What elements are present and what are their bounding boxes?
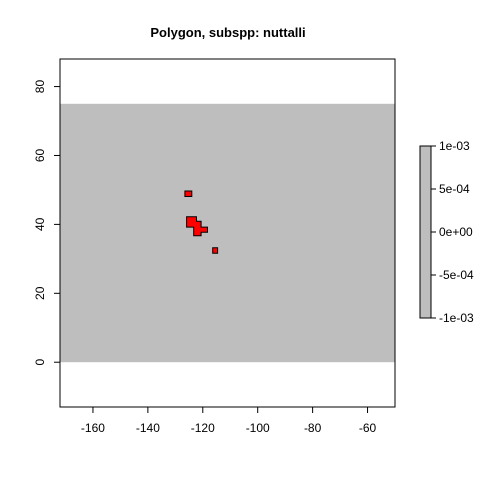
axes-layer: -160 -140 -120 -100 -80 -60 0 20 40 60 80 (33, 58, 396, 435)
legend-colorbar (419, 145, 432, 319)
plot-frame (59, 58, 396, 408)
y-tick-label: 80 (33, 80, 47, 94)
range-polygon-2 (186, 216, 208, 237)
y-tick-label: 60 (33, 148, 47, 162)
legend: 1e-03 5e-04 0e+00 -5e-04 -1e-03 (419, 139, 474, 325)
x-tick-label: -80 (304, 421, 322, 435)
x-tick-label: -160 (81, 421, 105, 435)
y-tick-label: 20 (33, 286, 47, 300)
map-layer (60, 103, 395, 363)
y-tick-label: 0 (33, 359, 47, 366)
x-tick-label: -100 (246, 421, 270, 435)
legend-tick-label: 0e+00 (439, 225, 473, 239)
range-polygon-3 (212, 247, 219, 254)
y-tick-label: 40 (33, 217, 47, 231)
legend-tick-label: 5e-04 (439, 182, 470, 196)
x-tick-label: -120 (191, 421, 215, 435)
legend-tick-label: -1e-03 (439, 311, 474, 325)
raster-cells (60, 103, 395, 363)
x-tick-label: -60 (359, 421, 377, 435)
legend-tick-label: -5e-04 (439, 268, 474, 282)
x-tick-label: -140 (136, 421, 160, 435)
plot-title: Polygon, subspp: nuttalli (150, 25, 305, 40)
legend-tick-label: 1e-03 (439, 139, 470, 153)
range-polygon-1 (184, 190, 193, 197)
